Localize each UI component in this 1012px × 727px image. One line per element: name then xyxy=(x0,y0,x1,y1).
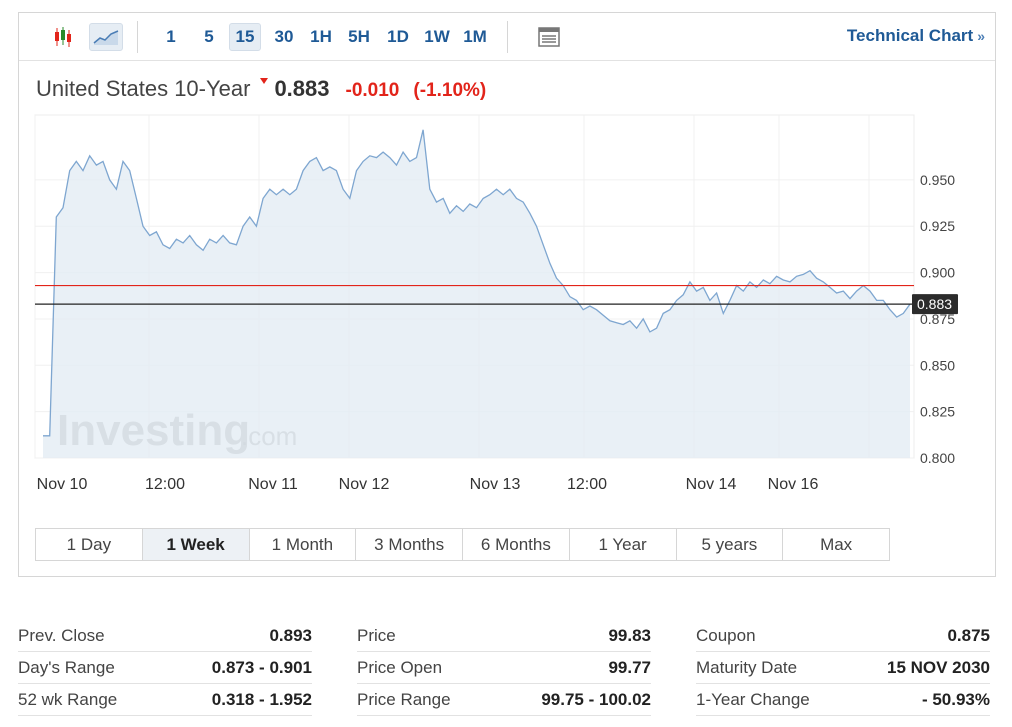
stat-label: Maturity Date xyxy=(696,657,798,677)
x-tick-label: Nov 14 xyxy=(686,476,737,493)
x-tick-label: Nov 11 xyxy=(248,476,298,493)
stat-label: Day's Range xyxy=(18,657,115,677)
technical-chart-label[interactable]: Technical Chart xyxy=(846,26,974,45)
last-price: 0.883 xyxy=(274,76,330,101)
stat-value: 99.75 - 100.02 xyxy=(541,689,651,709)
toolbar-divider xyxy=(507,21,508,53)
y-tick-label: 0.950 xyxy=(920,172,955,188)
stat-label: Prev. Close xyxy=(18,625,105,645)
x-tick-label: Nov 13 xyxy=(470,476,521,493)
stat-row: Price Open 99.77 xyxy=(357,652,651,684)
stat-value: 0.873 - 0.901 xyxy=(211,657,312,677)
y-tick-label: 0.875 xyxy=(920,311,955,327)
range-tab-1-day[interactable]: 1 Day xyxy=(36,529,143,560)
stat-value: - 50.93% xyxy=(921,689,990,709)
interval-5h[interactable]: 5H xyxy=(348,27,370,46)
stats-column-1: Prev. Close 0.893 Day's Range 0.873 - 0.901… xyxy=(18,620,312,716)
interval-15[interactable]: 15 xyxy=(229,23,261,51)
range-tab-5-years[interactable]: 5 years xyxy=(677,529,784,560)
y-tick-label: 0.825 xyxy=(920,404,955,420)
stat-value: 99.77 xyxy=(608,657,651,677)
interval-1w[interactable]: 1W xyxy=(424,27,450,46)
stat-row: 1-Year Change - 50.93% xyxy=(696,684,990,716)
stat-row: Coupon 0.875 xyxy=(696,620,990,652)
interval-30[interactable]: 30 xyxy=(274,27,294,46)
last-price-marker-label: 0.883 xyxy=(917,296,952,312)
x-tick-label: Nov 12 xyxy=(339,476,390,493)
interval-1[interactable]: 1 xyxy=(166,27,176,46)
x-tick-label: 12:00 xyxy=(567,476,607,493)
down-arrow-icon xyxy=(260,78,269,84)
range-selector: 1 Day 1 Week 1 Month 3 Months 6 Months 1 Year… xyxy=(35,528,890,561)
candlestick-icon[interactable] xyxy=(49,23,77,51)
stat-row: Price 99.83 xyxy=(357,620,651,652)
instrument-name: United States 10-Year xyxy=(36,76,251,101)
stats-column-3: Coupon 0.875 Maturity Date 15 NOV 2030 1-Yea… xyxy=(696,620,990,716)
stat-row: 52 wk Range 0.318 - 1.952 xyxy=(18,684,312,716)
stats-column-2: Price 99.83 Price Open 99.77 Price Range 99.7… xyxy=(357,620,651,716)
stat-label: Coupon xyxy=(696,625,756,645)
stat-label: Price Open xyxy=(357,657,443,677)
stat-row: Maturity Date 15 NOV 2030 xyxy=(696,652,990,684)
area-chart-icon[interactable] xyxy=(89,23,123,51)
stat-value: 0.893 xyxy=(269,625,312,645)
stat-label: 1-Year Change xyxy=(696,689,810,709)
technical-chart-link[interactable]: Technical Chart» xyxy=(847,26,985,46)
interval-1h[interactable]: 1H xyxy=(310,27,332,46)
stat-row: Prev. Close 0.893 xyxy=(18,620,312,652)
toolbar-divider xyxy=(137,21,138,53)
series-area-fill xyxy=(43,129,910,459)
range-tab-6-months[interactable]: 6 Months xyxy=(463,529,570,560)
price-change-percent: (-1.10%) xyxy=(413,80,487,101)
x-tick-label: 12:00 xyxy=(145,476,185,493)
series-line xyxy=(43,129,911,437)
instrument-header: United States 10-Year 0.883 -0.010 (-1.1… xyxy=(36,76,500,106)
last-price-marker xyxy=(912,294,958,315)
interval-1m[interactable]: 1M xyxy=(463,27,487,46)
interval-5[interactable]: 5 xyxy=(204,27,214,46)
range-tab-3-months[interactable]: 3 Months xyxy=(356,529,463,560)
stat-row: Day's Range 0.873 - 0.901 xyxy=(18,652,312,684)
range-tab-1-month[interactable]: 1 Month xyxy=(250,529,357,560)
y-tick-label: 0.850 xyxy=(920,357,955,373)
stat-value: 0.318 - 1.952 xyxy=(211,689,312,709)
chart-toolbar: 1 5 15 30 1H 5H 1D 1W 1M Technical Chart» xyxy=(19,13,995,61)
range-tab-1-year[interactable]: 1 Year xyxy=(570,529,677,560)
stat-label: Price xyxy=(357,625,396,645)
double-chevron-right-icon: » xyxy=(977,28,985,44)
range-tab-max[interactable]: Max xyxy=(820,534,853,554)
chart-widget: 1 5 15 30 1H 5H 1D 1W 1M Technical Chart» United… xyxy=(18,12,996,577)
x-tick-label: Nov 10 xyxy=(37,476,88,493)
y-tick-label: 0.800 xyxy=(920,450,955,466)
y-tick-label: 0.925 xyxy=(920,218,955,234)
interval-1d[interactable]: 1D xyxy=(387,27,409,46)
stat-label: 52 wk Range xyxy=(18,689,118,709)
price-change: -0.010 xyxy=(345,80,400,101)
stat-value: 99.83 xyxy=(608,625,651,645)
stat-row: Price Range 99.75 - 100.02 xyxy=(357,684,651,716)
stat-value: 0.875 xyxy=(947,625,990,645)
x-tick-label: Nov 16 xyxy=(768,476,819,493)
y-tick-label: 0.900 xyxy=(920,265,955,281)
range-tab-1-week[interactable]: 1 Week xyxy=(142,529,250,560)
chart-settings-icon[interactable] xyxy=(535,23,563,51)
stat-value: 15 NOV 2030 xyxy=(886,657,990,677)
stat-label: Price Range xyxy=(357,689,451,709)
price-chart[interactable]: 0.9500.9250.9000.8750.8500.8250.800Inves… xyxy=(19,13,995,518)
